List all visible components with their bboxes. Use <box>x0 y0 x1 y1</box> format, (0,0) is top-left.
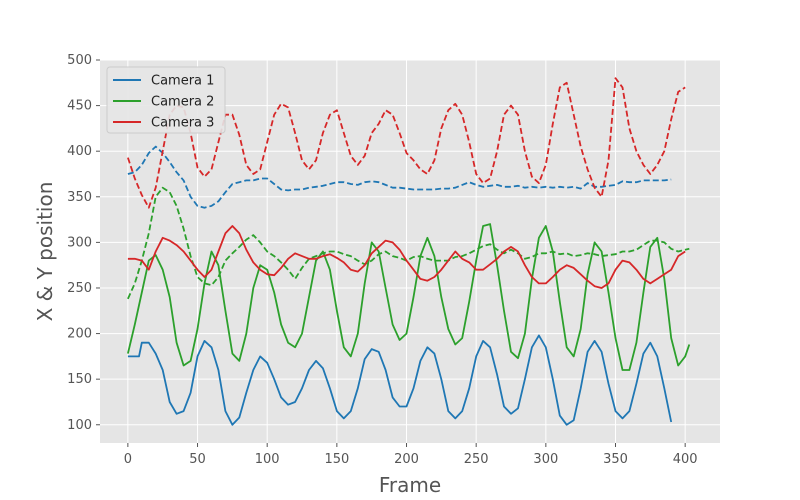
series-line-camera-2-y <box>127 186 690 300</box>
y-tick-label: 300 <box>67 235 92 250</box>
y-axis-label: X & Y position <box>33 182 57 322</box>
x-tick-label: 400 <box>673 452 698 467</box>
y-tick-label: 100 <box>67 418 92 433</box>
y-axis-ticks: 100 150 200 250 300 350 400 450 500 <box>67 53 100 433</box>
y-tick-label: 150 <box>67 372 92 387</box>
series-line-camera-2-x <box>127 223 691 371</box>
series-line-camera-1-x <box>127 334 673 426</box>
series-line-camera-3-x <box>127 225 686 289</box>
x-tick-label: 200 <box>394 452 419 467</box>
x-tick-label: 300 <box>533 452 558 467</box>
y-tick-label: 400 <box>67 144 92 159</box>
y-tick-label: 200 <box>67 327 92 342</box>
series-line-camera-1-y <box>127 145 672 209</box>
x-tick-label: 100 <box>255 452 280 467</box>
grid-lines <box>100 59 720 443</box>
x-tick-label: 350 <box>603 452 628 467</box>
y-tick-label: 500 <box>67 53 92 68</box>
y-tick-label: 350 <box>67 190 92 205</box>
series-group <box>127 77 691 426</box>
x-tick-label: 50 <box>189 452 206 467</box>
x-tick-label: 150 <box>324 452 349 467</box>
x-tick-label: 250 <box>464 452 489 467</box>
x-tick-label: 0 <box>124 452 132 467</box>
x-axis-label: Frame <box>379 473 441 497</box>
legend-label: Camera 2 <box>151 95 214 110</box>
y-tick-label: 250 <box>67 281 92 296</box>
legend: Camera 1 Camera 2 Camera 3 <box>106 66 226 134</box>
legend-label: Camera 3 <box>151 116 214 131</box>
legend-label: Camera 1 <box>151 74 214 89</box>
legend-box <box>106 66 226 134</box>
x-axis-ticks: 0 50 100 150 200 250 300 350 400 <box>124 443 698 467</box>
y-tick-label: 450 <box>67 99 92 114</box>
